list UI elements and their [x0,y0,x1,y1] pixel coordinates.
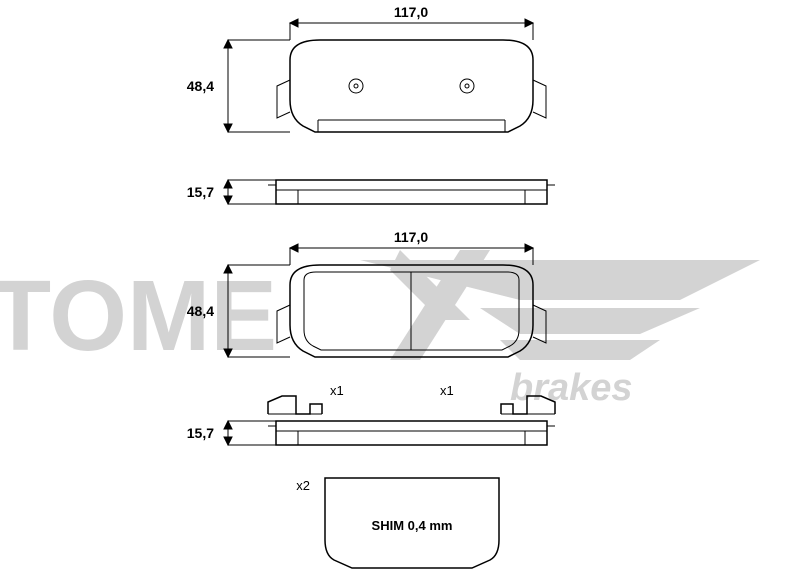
dim-pad1-height-label: 48,4 [187,78,214,94]
technical-drawing: TOME brakes 117,0 48 [0,0,786,581]
clip-right-qty: x1 [440,383,454,398]
dim-pad1-thickness-label: 15,7 [187,184,214,200]
watermark-brand-text: TOME [0,260,277,372]
dim-pad1-thickness [224,180,276,204]
watermark-sub-text: brakes [510,367,633,409]
shim-label: SHIM 0,4 mm [372,518,453,533]
watermark-tomex: TOME brakes [0,250,760,409]
dim-pad2-thickness-label: 15,7 [187,425,214,441]
clip-left-qty: x1 [330,383,344,398]
dim-pad1-width-label: 117,0 [394,4,428,20]
brake-pad-1-front: 117,0 48,4 [187,4,546,132]
dim-pad2-height-label: 48,4 [187,303,214,319]
dim-pad2-width-label: 117,0 [394,229,428,245]
dim-pad1-width [290,19,533,40]
brake-pad-2-side: 15,7 [187,421,555,445]
shim-plate: x2 SHIM 0,4 mm [296,478,499,568]
brake-pad-1-side: 15,7 [187,180,555,204]
dim-pad2-thickness [224,421,276,445]
shim-qty: x2 [296,478,310,493]
dim-pad1-height [224,40,290,132]
